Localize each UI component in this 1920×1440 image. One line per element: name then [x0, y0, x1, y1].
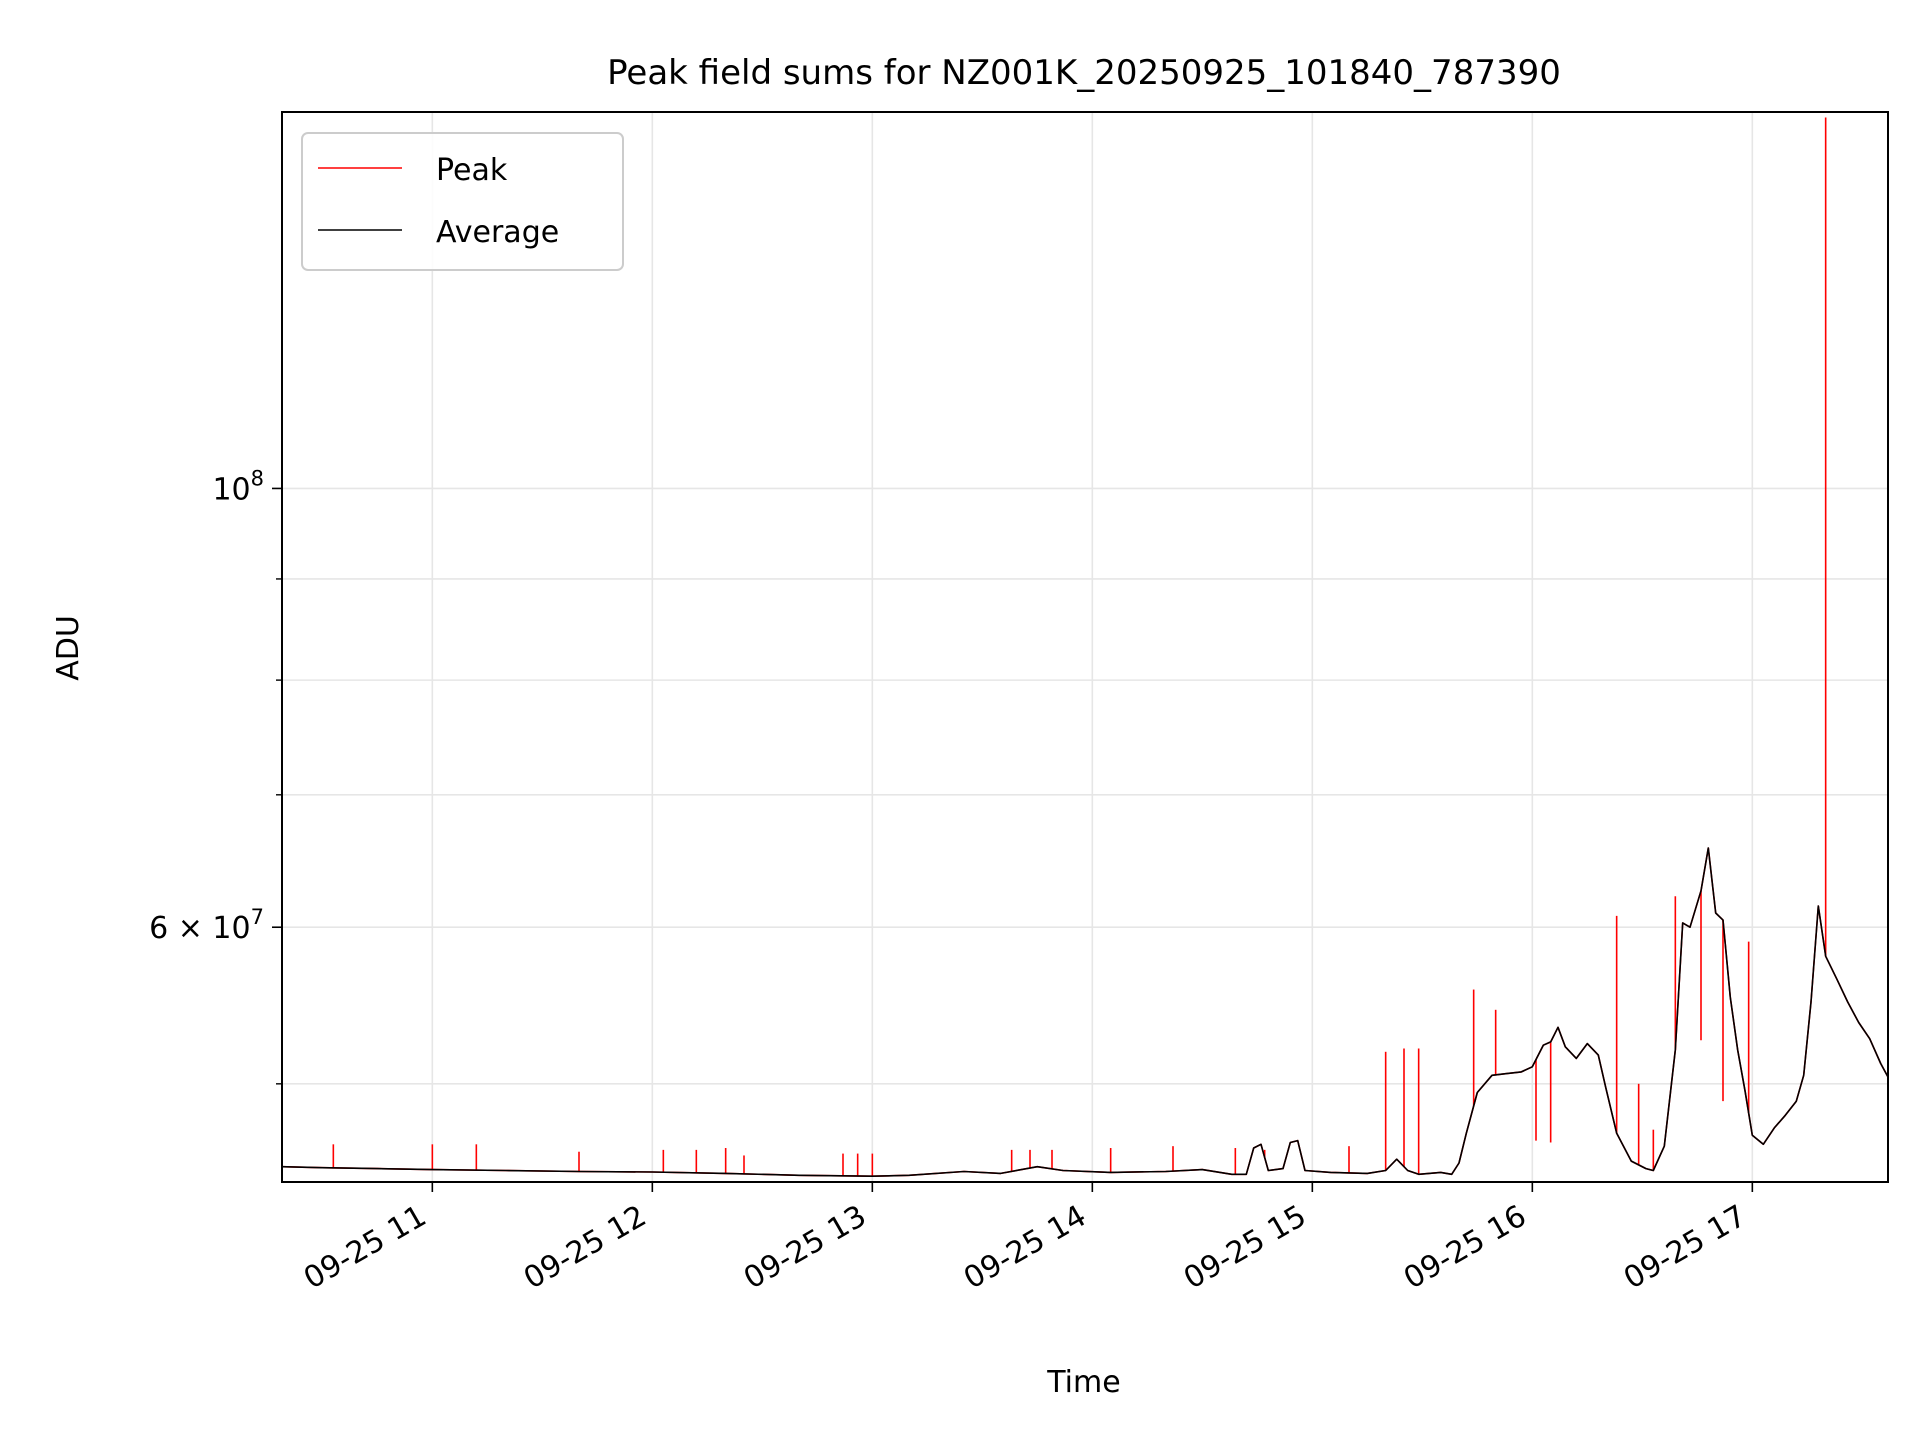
y-tick-label-base: 6 × 10 — [149, 911, 250, 946]
series-line-average — [281, 847, 1889, 1177]
x-axis-label: Time — [1046, 1365, 1120, 1400]
series-layer — [281, 117, 1889, 1177]
y-axis: 108 6 × 107 — [149, 466, 282, 1085]
y-tick-label-exponent: 7 — [251, 905, 264, 929]
x-tick-label: 09-25 15 — [1178, 1199, 1312, 1297]
legend-label-average: Average — [436, 215, 559, 250]
y-tick-label-exponent: 8 — [251, 466, 264, 490]
legend: Peak Average — [301, 132, 624, 271]
x-tick-label: 09-25 14 — [958, 1199, 1092, 1297]
y-tick-label-base: 10 — [212, 472, 250, 507]
y-tick-label: 108 — [212, 466, 264, 507]
x-tick-label: 09-25 16 — [1398, 1199, 1532, 1297]
x-axis: 09-25 11 09-25 12 09-25 13 09-25 14 09-25 15… — [298, 1182, 1754, 1297]
legend-label-peak: Peak — [436, 153, 508, 188]
x-tick-label: 09-25 11 — [298, 1199, 432, 1297]
x-tick-label: 09-25 17 — [1618, 1199, 1752, 1297]
y-tick-label: 6 × 107 — [149, 905, 264, 946]
y-axis-label: ADU — [51, 615, 86, 681]
chart-title: Peak field sums for NZ001K_20250925_1018… — [607, 53, 1561, 93]
grid — [282, 112, 1888, 1182]
series-line-peak — [281, 847, 1889, 1177]
x-tick-label: 09-25 13 — [738, 1199, 872, 1297]
plot-frame — [281, 111, 1889, 1183]
x-tick-label: 09-25 12 — [518, 1199, 652, 1297]
